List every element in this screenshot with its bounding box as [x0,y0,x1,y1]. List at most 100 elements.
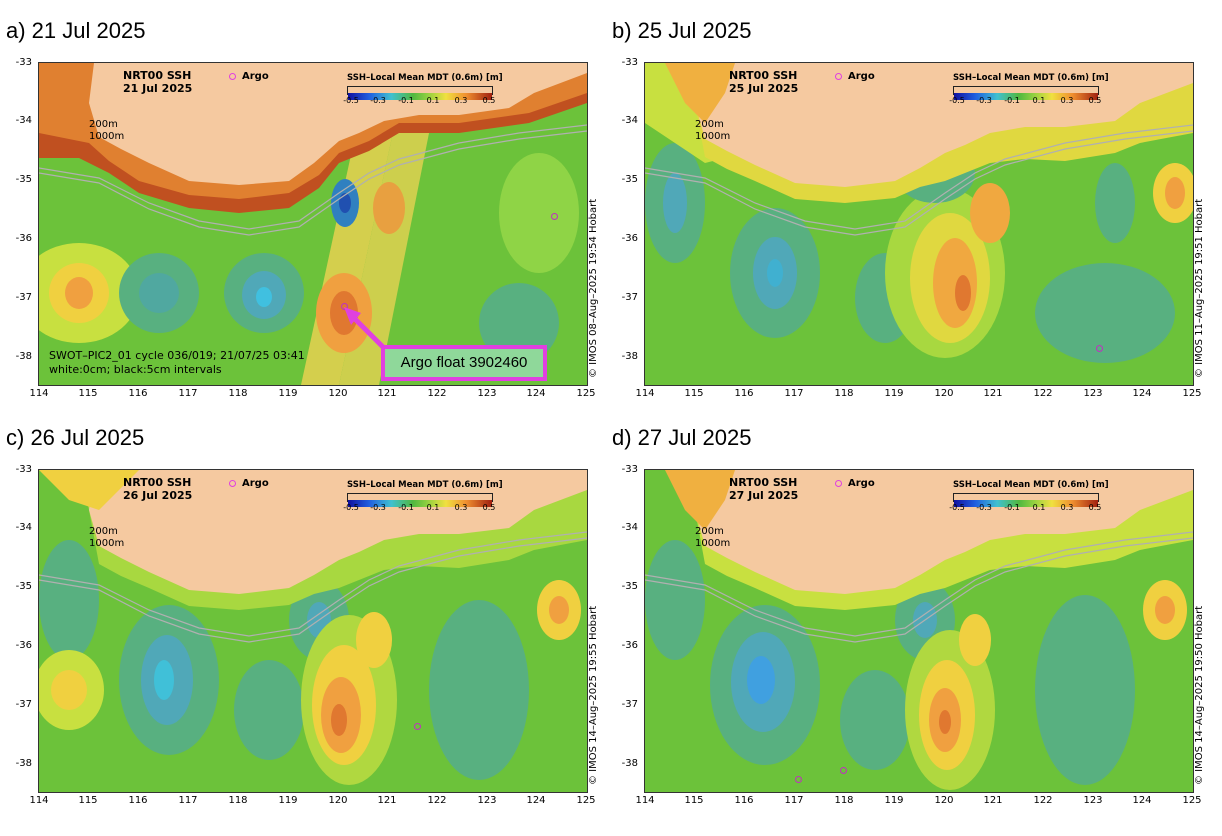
colorbar-tick: 0.3 [1060,96,1074,105]
colorbar-tick: 0.1 [1032,96,1046,105]
product-name: NRT00 SSH [729,69,798,82]
ssh-map: NRT00 SSH 27 Jul 2025 Argo 200m 1000m SS… [644,469,1194,793]
x-tick: 122 [427,795,447,806]
x-tick: 124 [1132,388,1152,399]
argo-legend-label: Argo [242,478,269,489]
colorbar-tick: 0.5 [1088,96,1102,105]
colorbar-gradient [954,500,1098,507]
product-date: 25 Jul 2025 [729,82,799,95]
colorbar-tick: -0.5 [949,96,965,105]
x-tick: 117 [784,795,804,806]
y-tick: -33 [15,57,32,68]
argo-legend-label: Argo [848,71,875,82]
ssh-map: NRT00 SSH 26 Jul 2025 Argo 200m 1000m SS… [38,469,588,793]
argo-legend: Argo [835,71,875,82]
x-tick: 115 [684,795,704,806]
imos-credit: © IMOS 08–Aug–2025 19:54 Hobart [588,198,599,378]
isobath-200-label: 200m [89,526,118,537]
imos-credit: © IMOS 14–Aug–2025 19:55 Hobart [588,605,599,785]
swot-note-line-1: SWOT–PIC2_01 cycle 036/019; 21/07/25 03:… [49,349,305,362]
y-tick: -37 [621,292,638,303]
imos-credit: © IMOS 14–Aug–2025 19:50 Hobart [1194,605,1205,785]
y-tick: -38 [15,758,32,769]
x-tick: 120 [328,388,348,399]
panel-title: a) 21 Jul 2025 [6,18,146,43]
x-tick: 116 [734,795,754,806]
y-tick: -37 [621,699,638,710]
y-tick: -33 [15,464,32,475]
y-tick: -35 [621,174,638,185]
y-tick: -33 [621,57,638,68]
x-tick: 114 [635,388,655,399]
y-tick: -36 [621,233,638,244]
colorbar-tick: 0.3 [454,96,468,105]
argo-float-marker [1096,345,1103,352]
colorbar [953,493,1099,507]
x-tick: 121 [983,388,1003,399]
ssh-field [645,63,1193,385]
callout-arrow [344,307,386,350]
x-tick: 115 [78,388,98,399]
colorbar-tick: -0.1 [398,503,414,512]
isobath-legend: 200m 1000m [695,119,730,143]
x-tick: 119 [278,795,298,806]
ssh-field [39,470,587,792]
colorbar-tick: 0.3 [1060,503,1074,512]
argo-float-marker [551,213,558,220]
x-tick: 124 [1132,795,1152,806]
argo-ring-icon [835,479,842,487]
x-tick: 118 [228,388,248,399]
isobath-1000-label: 1000m [89,538,125,549]
map-panel-a: a) 21 Jul 2025 [0,18,600,418]
ssh-map: NRT00 SSH 21 Jul 2025 Argo 200m 1000m SS… [38,62,588,386]
x-tick: 120 [934,795,954,806]
map-panel-d: d) 27 Jul 2025 NRT00 SSH [606,425,1206,825]
y-tick: -37 [15,292,32,303]
x-tick: 122 [1033,795,1053,806]
x-tick: 122 [1033,388,1053,399]
x-tick: 123 [477,795,497,806]
product-header: NRT00 SSH 25 Jul 2025 [729,69,798,95]
x-tick: 125 [1182,795,1202,806]
argo-float-callout: Argo float 3902460 [381,345,547,381]
colorbar-title: SSH–Local Mean MDT (0.6m) [m] [953,480,1109,490]
x-tick: 121 [377,795,397,806]
colorbar-tick: -0.3 [370,503,386,512]
colorbar-tick: -0.5 [343,503,359,512]
argo-legend: Argo [229,71,269,82]
x-tick: 114 [635,795,655,806]
x-tick: 119 [884,795,904,806]
argo-float-marker [341,303,348,310]
colorbar-tick: 0.5 [1088,503,1102,512]
y-tick: -34 [15,115,32,126]
x-tick: 121 [983,795,1003,806]
panel-title: d) 27 Jul 2025 [612,425,752,450]
x-tick: 125 [576,388,596,399]
ssh-field [645,470,1193,792]
isobath-1000-label: 1000m [89,131,125,142]
product-name: NRT00 SSH [729,476,798,489]
x-tick: 123 [1083,795,1103,806]
panel-title: b) 25 Jul 2025 [612,18,752,43]
y-tick: -38 [621,351,638,362]
isobath-legend: 200m 1000m [89,119,124,143]
colorbar-tick: -0.5 [343,96,359,105]
argo-legend-label: Argo [848,478,875,489]
colorbar-tick: 0.1 [426,503,440,512]
x-tick: 117 [784,388,804,399]
colorbar [347,493,493,507]
colorbar-tick: -0.1 [1004,503,1020,512]
argo-ring-icon [229,72,236,80]
map-panel-c: c) 26 Jul 2025 [0,425,600,825]
argo-legend-label: Argo [242,71,269,82]
x-tick: 121 [377,388,397,399]
x-tick: 124 [526,795,546,806]
colorbar-tick: -0.5 [949,503,965,512]
product-name: NRT00 SSH [123,476,192,489]
ssh-map: NRT00 SSH 25 Jul 2025 Argo 200m 1000m SS… [644,62,1194,386]
x-tick: 123 [477,388,497,399]
colorbar-tick: 0.1 [426,96,440,105]
y-tick: -36 [15,233,32,244]
colorbar-gradient [348,93,492,100]
isobath-200-label: 200m [695,526,724,537]
